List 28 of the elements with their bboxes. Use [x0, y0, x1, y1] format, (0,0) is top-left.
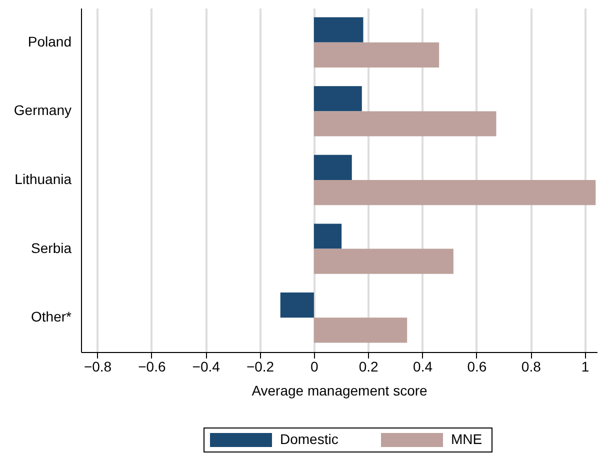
y-tick-label: Poland — [28, 33, 72, 50]
x-tick-label: 1 — [581, 358, 590, 374]
x-axis-title: Average management score — [252, 382, 428, 398]
x-tick-label: 0.4 — [413, 358, 433, 374]
x-tick-label: −0.6 — [138, 358, 166, 374]
x-tick-label: 0.8 — [521, 358, 542, 374]
bar — [314, 42, 440, 68]
legend-label: MNE — [451, 431, 482, 447]
x-tick-label: 0.6 — [467, 358, 487, 374]
bar — [314, 248, 454, 274]
y-tick-label: Lithuania — [14, 171, 72, 187]
bar — [280, 292, 314, 318]
y-tick-label: Other* — [31, 308, 72, 325]
bar — [314, 154, 352, 180]
bar — [314, 17, 364, 42]
legend-label: Domestic — [280, 431, 338, 447]
bar — [314, 224, 342, 249]
x-tick-label: 0 — [310, 358, 319, 374]
y-tick-label: Germany — [14, 102, 72, 118]
bar — [314, 318, 408, 343]
x-tick-label: 0.2 — [358, 358, 379, 374]
bar — [314, 111, 496, 136]
x-tick-label: −0.2 — [246, 358, 274, 374]
x-tick-label: −0.8 — [84, 358, 112, 374]
bar — [314, 180, 596, 206]
bar — [314, 86, 362, 112]
x-tick-label: −0.4 — [192, 358, 220, 374]
y-tick-label: Serbia — [31, 240, 72, 256]
